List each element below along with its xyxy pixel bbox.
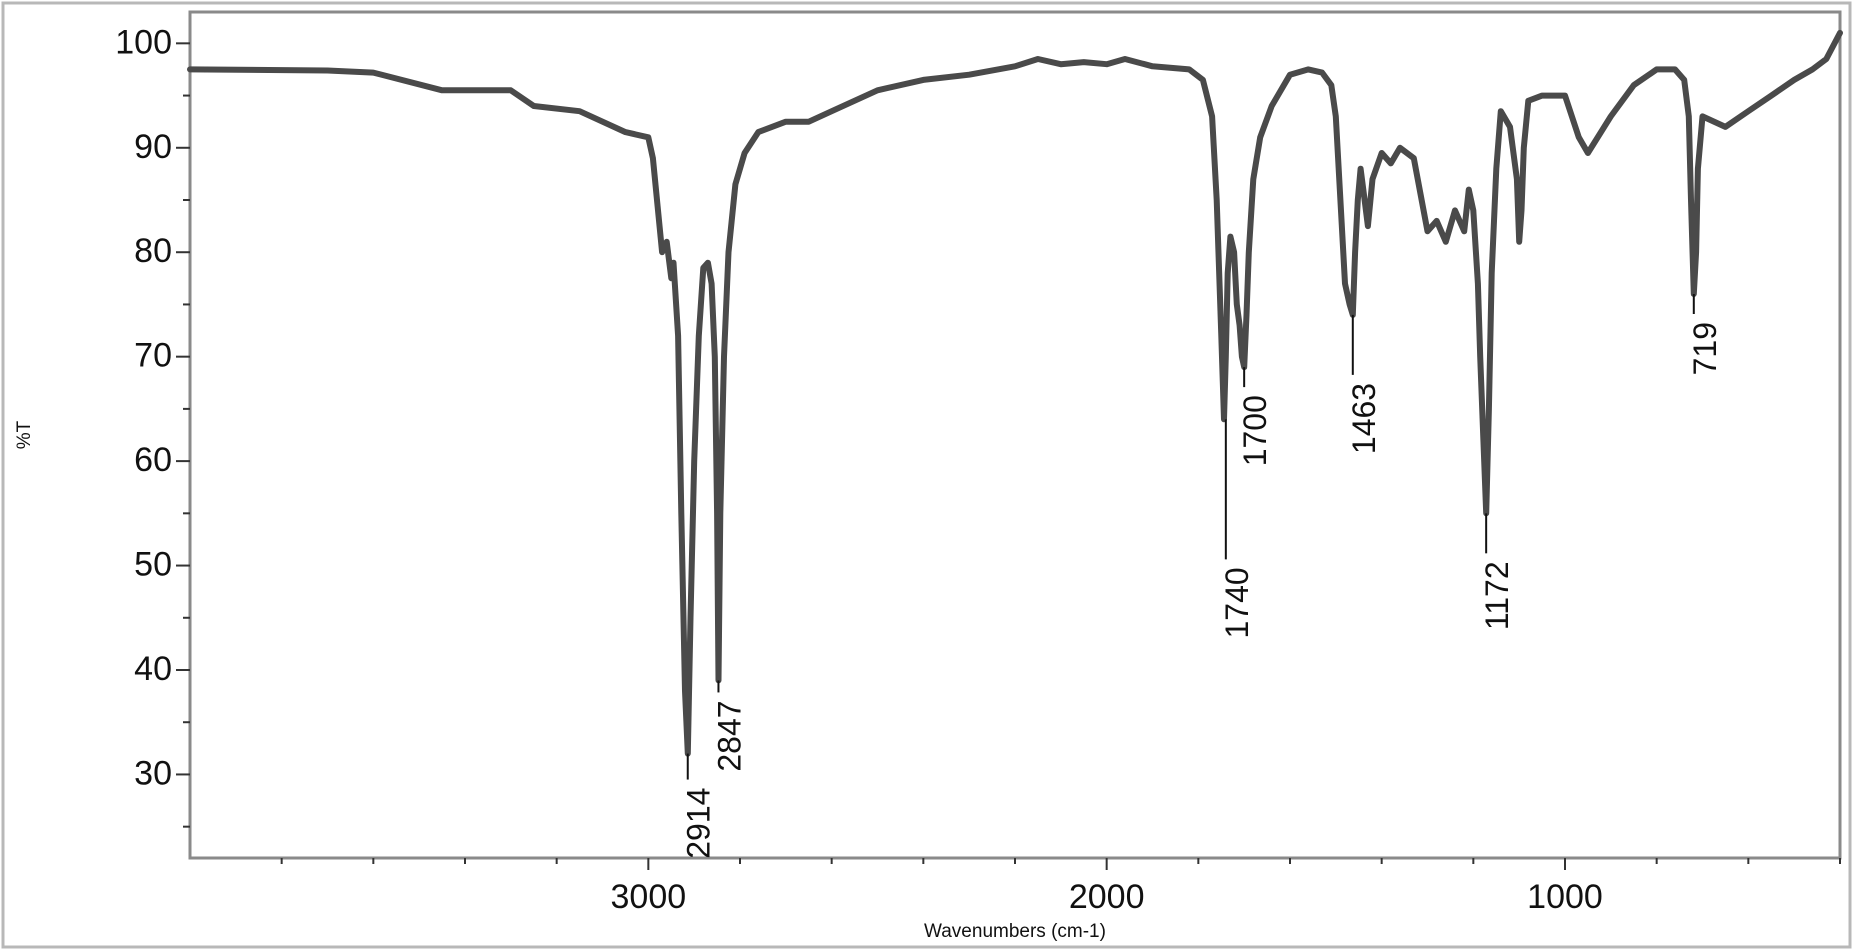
y-tick-label: 70 (134, 337, 172, 375)
y-tick-label: 50 (134, 546, 172, 584)
peak-label-2914: 2914 (681, 788, 717, 859)
peak-label-1700: 1700 (1237, 395, 1273, 466)
y-tick-label: 90 (134, 128, 172, 166)
y-tick-label: 30 (134, 754, 172, 792)
peak-label-2847: 2847 (711, 700, 747, 771)
y-axis-ticks: 30 40 50 60 70 80 90 100 (115, 23, 190, 828)
peak-label-1172: 1172 (1479, 561, 1515, 630)
y-tick-label: 60 (134, 441, 172, 479)
spectrum-series-line (187, 29, 1843, 757)
x-tick-label: 2000 (1069, 878, 1145, 916)
y-axis-title: %T (14, 420, 35, 449)
peak-label-1740: 1740 (1219, 567, 1255, 638)
x-axis-title: Wavenumbers (cm-1) (924, 921, 1106, 942)
peak-label-1463: 1463 (1346, 383, 1382, 454)
peak-annotations: 2914 2847 1740 1700 1463 1172 719 (681, 294, 1723, 859)
y-tick-label: 80 (134, 232, 172, 270)
y-tick-label: 40 (134, 650, 172, 688)
x-tick-label: 1000 (1527, 878, 1603, 916)
x-axis-ticks: 3000 2000 1000 (280, 858, 1841, 916)
x-tick-label: 3000 (611, 878, 687, 916)
peak-label-719: 719 (1687, 322, 1723, 375)
plot-area-frame (188, 10, 1842, 860)
y-tick-label: 100 (115, 23, 172, 61)
